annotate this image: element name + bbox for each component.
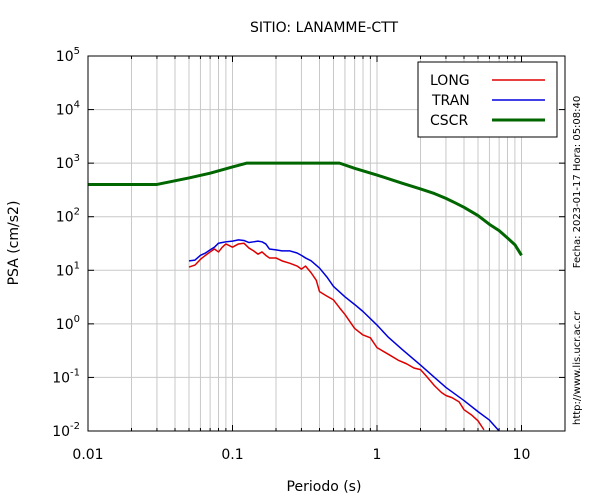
- y-tick-label: 103: [56, 153, 80, 172]
- series-cscr-line: [88, 161, 523, 257]
- series-tran-line: [188, 239, 500, 431]
- legend-label-long: LONG: [430, 73, 470, 89]
- y-tick-label: 10-1: [52, 367, 80, 386]
- y-tick-labels: 10-2 10-1 100 101 102 103 104 105: [52, 46, 80, 440]
- x-tick-label: 1: [373, 447, 382, 463]
- x-axis-label: Periodo (s): [287, 479, 362, 495]
- legend-label-cscr: CSCR: [430, 113, 468, 129]
- y-tick-label: 102: [56, 207, 80, 226]
- plot-frame: [87, 55, 566, 432]
- y-tick-label: 105: [56, 46, 80, 65]
- y-tick-label: 10-2: [52, 421, 80, 440]
- x-tick-label: 0.1: [221, 447, 243, 463]
- series-layer: [88, 161, 523, 431]
- y-axis-label: PSA (cm/s2): [6, 201, 22, 286]
- source-url-text: http://www.lis.ucr.ac.cr: [572, 310, 583, 425]
- grid: [88, 56, 565, 431]
- timestamp-text: Fecha: 2023-01-17 Hora: 05:08:40: [572, 96, 583, 269]
- y-tick-label: 104: [56, 100, 80, 119]
- legend-label-tran: TRAN: [431, 93, 470, 109]
- legend: LONG TRAN CSCR: [417, 61, 558, 138]
- series-long-line: [188, 242, 485, 431]
- chart-title: SITIO: LANAMME-CTT: [250, 20, 399, 36]
- y-tick-label: 100: [56, 314, 80, 333]
- x-tick-label: 10: [513, 447, 531, 463]
- ticks: [87, 55, 566, 432]
- y-tick-label: 101: [56, 260, 80, 279]
- x-tick-label: 0.01: [72, 447, 103, 463]
- x-tick-labels: 0.01 0.1 1 10: [72, 447, 530, 463]
